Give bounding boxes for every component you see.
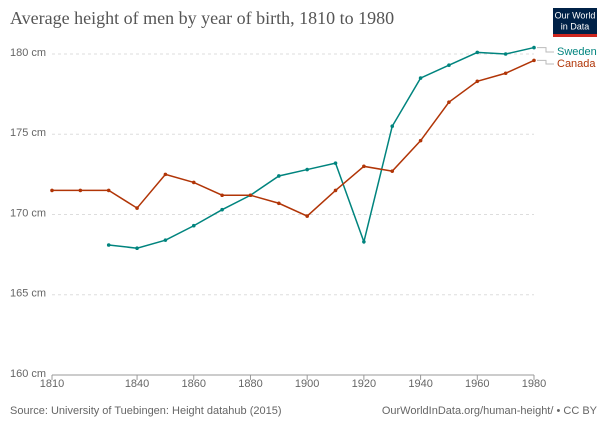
data-point [305,214,309,218]
data-point [362,239,366,244]
data-point [277,174,281,178]
data-point [418,138,423,143]
x-tick-label: 1940 [408,378,432,390]
data-point [447,100,451,104]
y-tick-label: 175 cm [10,127,46,139]
data-point [503,71,508,76]
legend-label: Sweden [557,46,597,58]
series-line [52,59,535,217]
data-point [78,188,83,193]
data-point [333,161,338,165]
y-tick-label: 180 cm [10,47,46,59]
data-point [135,206,139,210]
y-tick-label: 170 cm [10,207,46,219]
logo-text: Our World [555,10,596,20]
data-point [277,201,281,206]
url: OurWorldInData.org/human-height/ • CC BY [382,405,598,417]
data-point [248,193,253,198]
data-point [532,45,536,50]
data-point [220,193,224,198]
data-point [163,172,168,177]
legend-connector [537,47,554,53]
data-point [163,238,168,242]
data-point [362,164,366,169]
source: Source: University of Tuebingen: Height … [10,405,282,417]
x-tick-label: 1810 [40,378,64,390]
data-point [106,188,111,193]
y-tick-label: 165 cm [10,288,46,300]
logo-bar [553,34,597,37]
data-point [191,180,196,185]
data-point [305,167,309,172]
logo-text: in Data [561,21,590,31]
x-tick-label: 1860 [182,378,206,390]
data-point [532,58,536,63]
series-line [108,46,535,249]
x-tick-label: 1900 [295,378,319,390]
data-point [390,124,395,129]
x-tick-label: 1920 [352,378,376,390]
x-tick-label: 1840 [125,378,149,390]
data-point [475,79,480,84]
data-point [220,207,224,212]
y-tick-label: 160 cm [10,368,46,380]
data-point [50,188,54,193]
x-tick-label: 1880 [238,378,262,390]
legend-label: Canada [557,58,596,70]
data-point [418,76,423,80]
x-tick-label: 1980 [522,378,546,390]
data-point [503,52,508,56]
legend-connector [537,59,554,65]
data-point [135,246,139,251]
data-point [106,243,111,247]
logo-box [553,8,597,37]
x-tick-label: 1960 [465,378,489,390]
data-point [333,188,338,193]
data-point [390,169,395,173]
data-point [447,63,451,68]
data-point [475,50,480,55]
data-point [191,223,196,228]
chart-title: Average height of men by year of birth, … [10,8,394,28]
